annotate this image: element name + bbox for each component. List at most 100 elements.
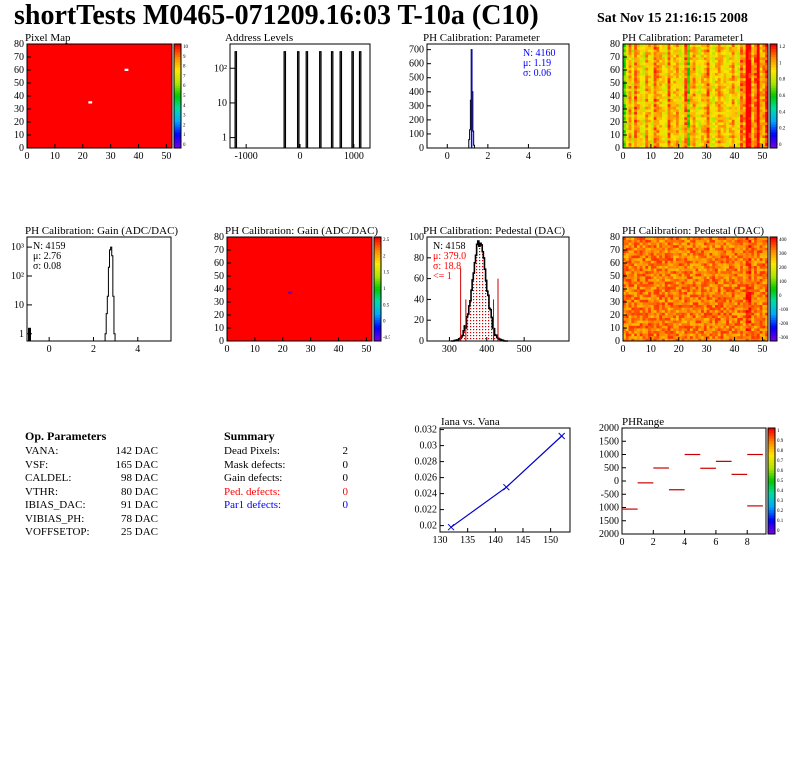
c3-cell bbox=[695, 101, 699, 105]
c0-cell bbox=[74, 132, 78, 136]
c0-cell bbox=[77, 145, 81, 149]
c0-cell bbox=[63, 98, 67, 102]
c0-cell bbox=[52, 67, 56, 71]
c3-cell bbox=[765, 62, 769, 66]
c3-cell bbox=[698, 70, 702, 73]
c0-cell bbox=[63, 122, 67, 125]
c0-cell bbox=[85, 132, 89, 136]
c0-cell bbox=[40, 54, 45, 58]
c3-cell bbox=[742, 142, 747, 146]
c3-cell bbox=[625, 129, 629, 133]
c0-cell bbox=[110, 109, 114, 112]
c0-cell bbox=[29, 49, 33, 53]
c3-cell bbox=[662, 90, 666, 94]
c3-cell bbox=[625, 140, 629, 144]
c5-cell bbox=[235, 328, 239, 331]
c0-cell bbox=[68, 83, 73, 86]
c3-cell bbox=[662, 122, 666, 125]
c3-cell bbox=[754, 75, 758, 79]
c0-cell bbox=[144, 51, 148, 55]
c0-cell bbox=[63, 114, 67, 118]
c3-cell bbox=[745, 124, 749, 128]
c0-cell bbox=[121, 77, 125, 81]
c0-cell bbox=[99, 135, 103, 138]
c3-cell bbox=[720, 57, 724, 60]
c0-cell bbox=[149, 57, 153, 60]
c5-cell bbox=[229, 247, 233, 251]
c0-cell bbox=[46, 129, 50, 133]
c3-cell bbox=[751, 72, 755, 76]
c3-cell bbox=[634, 109, 638, 112]
c3-cell bbox=[748, 129, 752, 133]
c0-cell bbox=[144, 119, 148, 123]
c3-cell bbox=[759, 57, 763, 60]
c0-cell bbox=[52, 80, 56, 84]
c0-cell bbox=[77, 57, 81, 60]
c3-cell bbox=[720, 145, 724, 149]
c0-cell bbox=[32, 51, 36, 55]
c5-cell bbox=[240, 283, 245, 287]
c0-cell bbox=[68, 70, 73, 73]
c3-cell bbox=[636, 62, 641, 66]
c0-cell bbox=[38, 62, 42, 66]
c0-cell bbox=[141, 116, 145, 120]
c0-cell bbox=[121, 127, 125, 131]
c3-cell bbox=[728, 70, 733, 73]
c0-cell bbox=[124, 88, 128, 92]
c5-cell bbox=[240, 260, 245, 264]
c0-cell bbox=[71, 49, 75, 53]
c3-cell bbox=[653, 88, 657, 92]
c0-cell bbox=[102, 101, 106, 105]
c0-cell bbox=[82, 83, 86, 86]
c3-cell bbox=[636, 124, 641, 128]
c3-cell bbox=[715, 109, 719, 112]
c3-cell bbox=[759, 114, 763, 118]
c3-cell bbox=[751, 49, 755, 53]
c0-cell bbox=[54, 64, 59, 68]
c0-cell bbox=[152, 88, 156, 92]
c0-cell bbox=[49, 106, 53, 110]
c0-cell bbox=[166, 62, 170, 66]
c3-cell bbox=[756, 75, 761, 79]
c0-cell bbox=[127, 135, 131, 138]
c0-cell bbox=[105, 67, 109, 71]
c5-cell bbox=[232, 260, 236, 264]
c3-cell bbox=[659, 116, 663, 120]
c5-cell bbox=[235, 315, 239, 318]
c5-cell bbox=[260, 283, 264, 287]
c3-cell bbox=[631, 116, 635, 120]
c3-cell bbox=[659, 111, 663, 115]
c3-cell bbox=[667, 49, 671, 53]
c0-cell bbox=[66, 137, 70, 141]
c0-cell bbox=[71, 124, 75, 128]
c3-cell bbox=[709, 54, 713, 58]
c0-colorbar-label: 8 bbox=[183, 65, 186, 70]
c5-cell bbox=[246, 283, 250, 287]
c0-cell bbox=[40, 57, 45, 60]
c5-cell bbox=[257, 335, 261, 339]
c3-cell bbox=[745, 103, 749, 107]
c5-cell bbox=[252, 283, 256, 287]
c3-cell bbox=[662, 72, 666, 76]
c3-cell bbox=[645, 135, 649, 138]
c5-cell bbox=[235, 317, 239, 321]
c0-cell bbox=[79, 62, 84, 66]
c3-cell bbox=[639, 111, 643, 115]
c0-cell bbox=[32, 77, 36, 81]
c3-cell bbox=[625, 46, 629, 50]
c3-cell bbox=[734, 83, 738, 86]
c0-cell bbox=[116, 90, 120, 94]
c0-cell bbox=[163, 75, 167, 79]
c0-cell bbox=[38, 67, 42, 71]
c3-cell bbox=[623, 122, 627, 125]
c0-cell bbox=[63, 54, 67, 58]
c3-cell bbox=[731, 67, 735, 71]
c0-cell bbox=[160, 106, 165, 110]
c3-cell bbox=[754, 101, 758, 105]
c3-cell bbox=[695, 111, 699, 115]
c3-colorbar-cell bbox=[770, 70, 777, 73]
c3-cell bbox=[667, 127, 671, 131]
c3-cell bbox=[756, 98, 761, 102]
c0-cell bbox=[99, 98, 103, 102]
c0-cell bbox=[158, 62, 162, 66]
